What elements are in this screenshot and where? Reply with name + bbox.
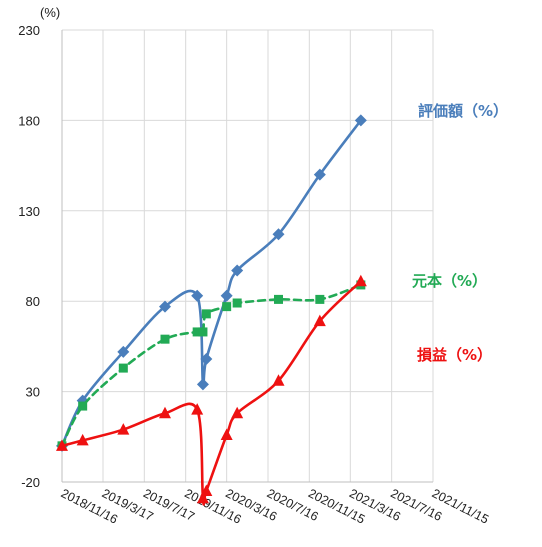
triangle-marker <box>158 406 171 419</box>
y-tick-label: 80 <box>26 294 40 309</box>
triangle-marker <box>56 439 68 451</box>
triangle-marker <box>354 274 367 287</box>
diamond-marker <box>200 353 213 366</box>
triangle-marker <box>191 403 204 415</box>
series-line <box>60 280 363 506</box>
triangle-marker <box>200 484 213 497</box>
square-marker <box>222 302 232 312</box>
square-marker <box>118 363 128 373</box>
series-2 <box>56 274 367 506</box>
diamond-marker <box>313 168 326 181</box>
square-marker <box>160 334 170 344</box>
square-marker <box>274 294 284 304</box>
diamond-marker <box>220 289 233 302</box>
y-tick-label: 180 <box>18 113 40 128</box>
triangle-marker <box>231 406 244 419</box>
series-lines <box>56 114 367 506</box>
diamond-marker <box>196 378 209 391</box>
series-line <box>60 119 363 448</box>
diamond-marker <box>117 345 130 358</box>
diamond-marker <box>272 228 285 241</box>
diamond-marker <box>231 264 244 277</box>
square-marker <box>78 401 88 411</box>
triangle-marker <box>196 491 209 504</box>
triangle-marker <box>313 314 326 327</box>
axes: 2301801308030-202018/11/162019/3/172019/… <box>18 5 491 527</box>
series-label: 損益（%） <box>417 346 492 364</box>
square-marker <box>315 294 325 304</box>
triangle-marker <box>76 433 89 446</box>
square-marker <box>201 309 211 319</box>
y-tick-label: -20 <box>21 475 40 490</box>
diamond-marker <box>191 289 204 302</box>
square-marker <box>198 327 208 337</box>
y-tick-label: 30 <box>26 385 40 400</box>
triangle-marker <box>117 423 130 435</box>
square-marker <box>192 327 202 337</box>
diamond-marker <box>354 114 367 127</box>
triangle-marker <box>272 374 285 386</box>
y-tick-label: 130 <box>18 204 40 219</box>
diamond-marker <box>158 300 171 313</box>
square-marker <box>232 298 242 308</box>
series-label: 評価額（%） <box>418 102 508 120</box>
y-tick-label: 230 <box>18 23 40 38</box>
series-line <box>60 283 363 448</box>
series-label: 元本（%） <box>412 272 487 290</box>
series-1 <box>57 280 366 451</box>
triangle-marker <box>220 428 233 440</box>
y-unit-label: (%) <box>40 5 60 20</box>
series-labels: 評価額（%） 元本（%） 損益（%） <box>412 102 508 364</box>
grid <box>61 29 434 483</box>
